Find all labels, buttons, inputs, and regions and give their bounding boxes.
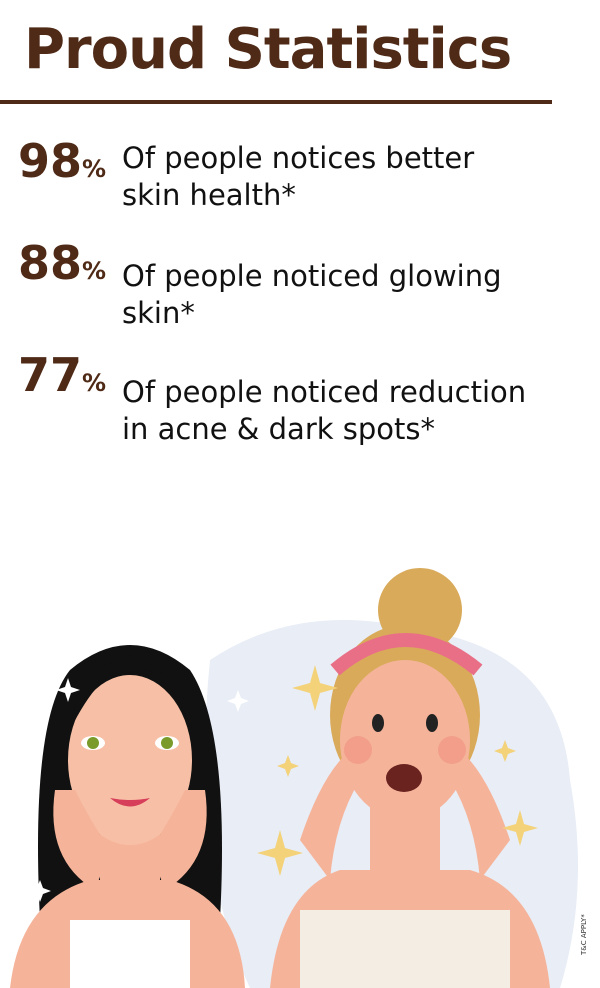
stat-description: Of people noticed reduction in acne & dar… (122, 375, 527, 446)
right-woman-illustration (270, 568, 550, 988)
stat-percentage: 98% (18, 134, 107, 188)
sparkle-icon (29, 678, 249, 902)
page-title: Proud Statistics (24, 17, 512, 82)
stat-percentage: 88% (18, 236, 107, 290)
stat-description: Of people notices better skin health* (122, 141, 475, 212)
left-woman-illustration (10, 645, 245, 988)
women-skincare-illustration (10, 568, 578, 988)
sparkle-icon (257, 665, 538, 876)
stat-percentage: 77% (18, 348, 107, 402)
title-divider (0, 100, 552, 104)
stat-description: Of people noticed glowing skin* (122, 259, 502, 330)
terms-disclaimer: T&C APPLY* (580, 914, 588, 955)
